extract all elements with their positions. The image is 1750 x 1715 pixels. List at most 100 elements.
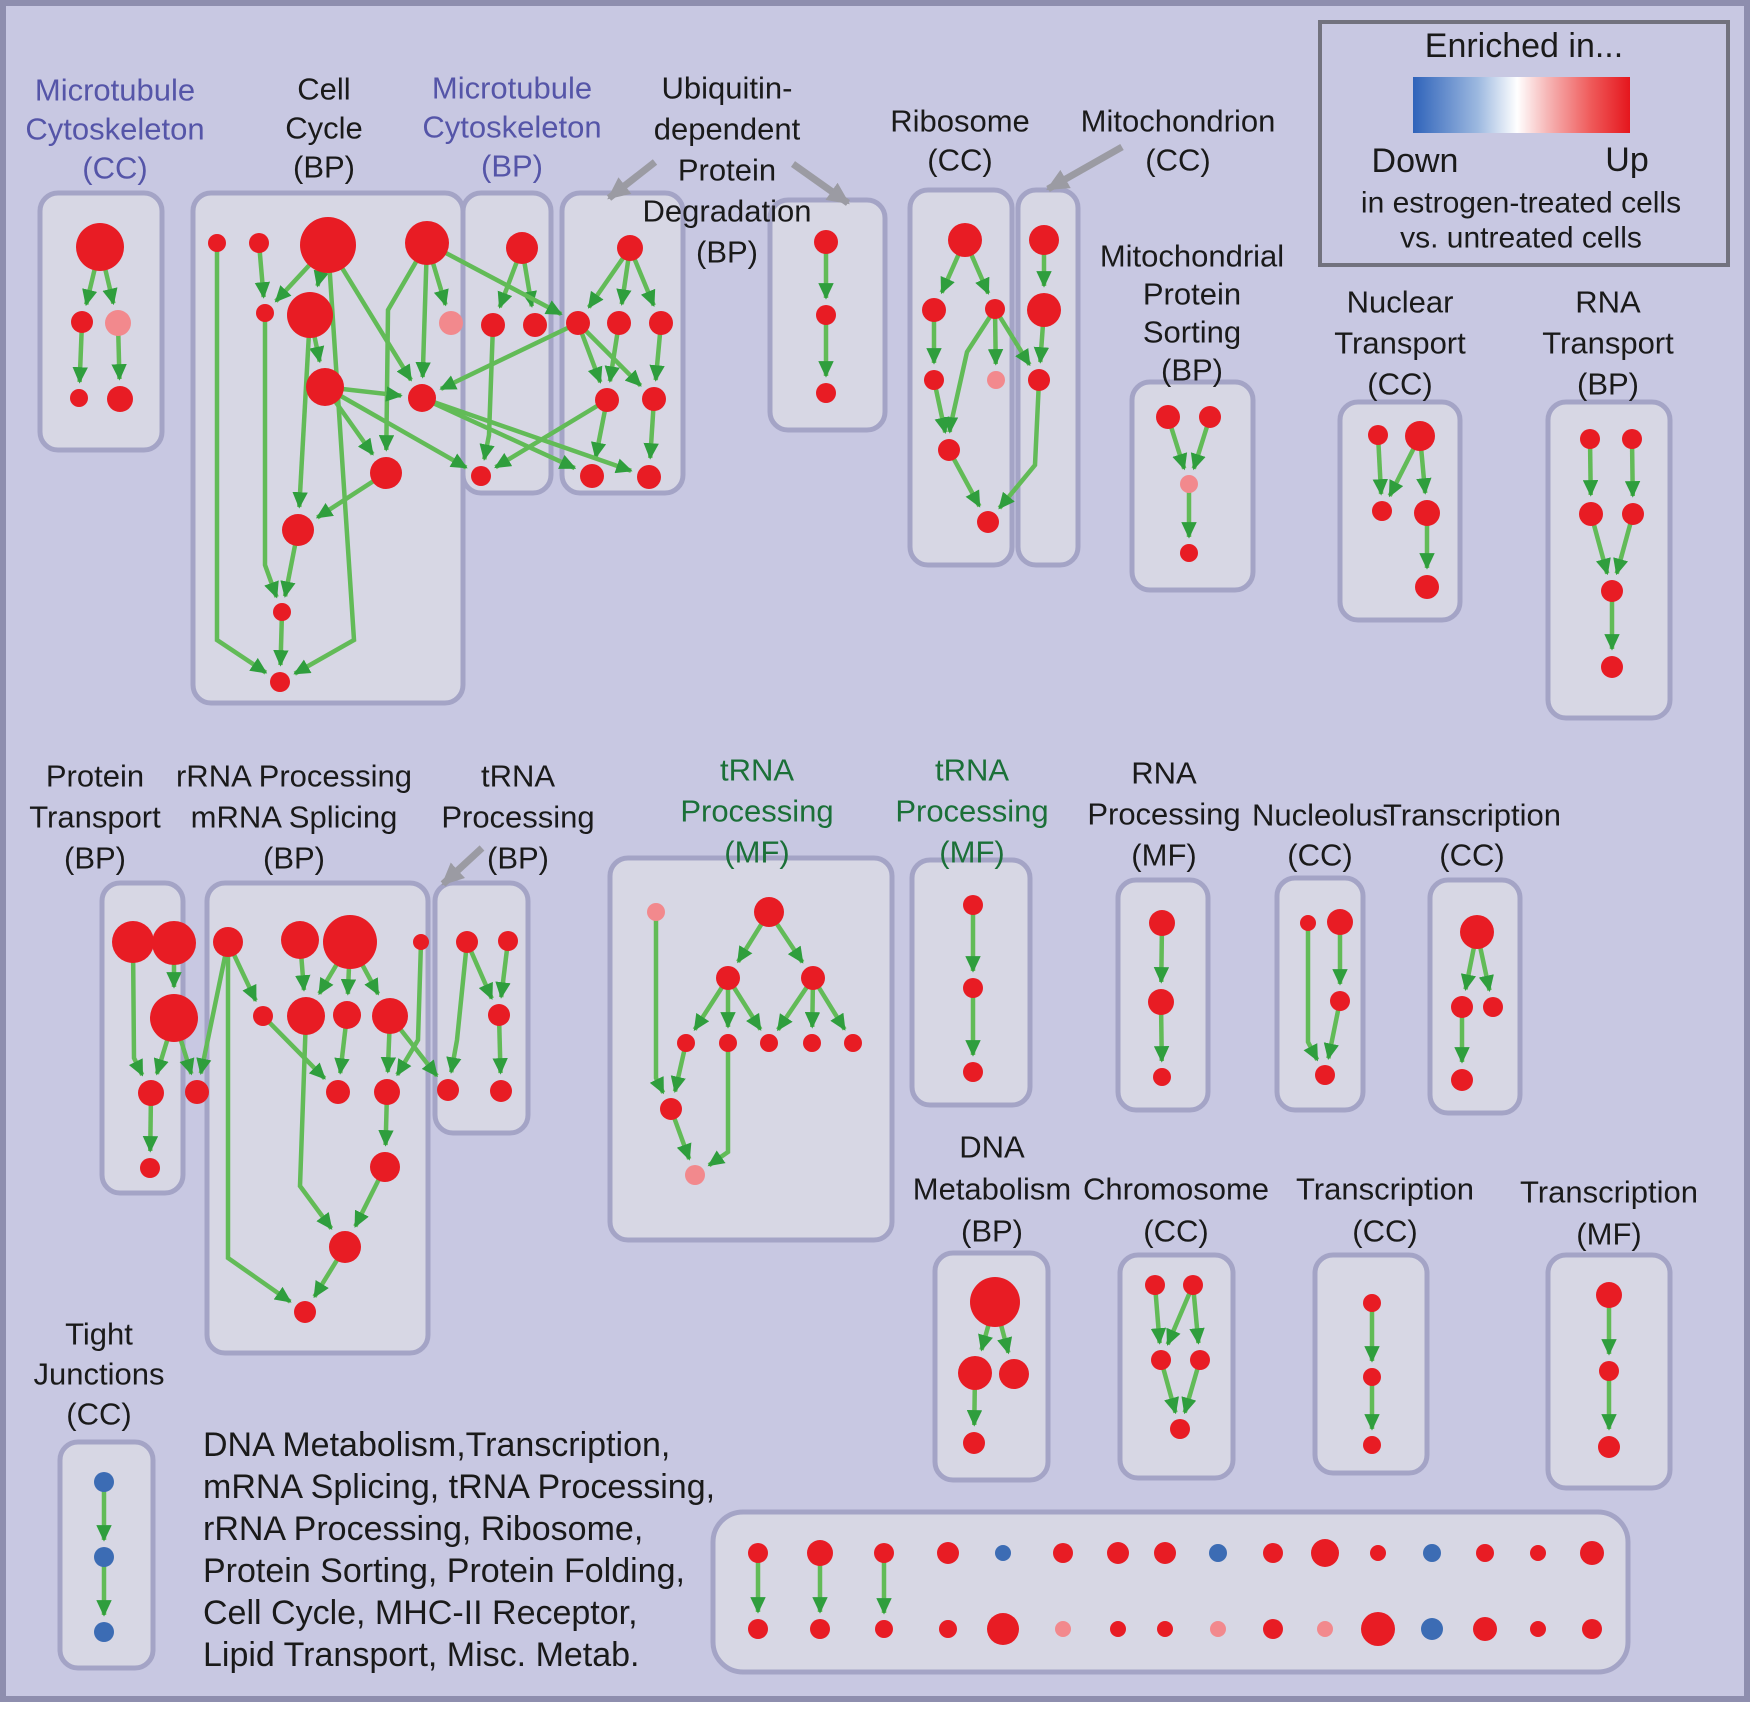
annotation-line-1: DNA Metabolism,Transcription, [203, 1426, 670, 1464]
go-node-cc-n5 [256, 304, 274, 322]
go-node-ub2-a [814, 230, 838, 254]
go-node-ribo-pk [987, 371, 1005, 389]
go-node-strip-9-top [1209, 1544, 1227, 1562]
go-node-tcc1-l [1451, 996, 1473, 1018]
go-node-cc-n9 [408, 384, 436, 412]
go-node-ub-r2m [607, 311, 631, 335]
edge-nuc-s-b [1303, 923, 1320, 1062]
go-node-cc-n2 [249, 233, 269, 253]
legend-title: Enriched in... [1425, 27, 1623, 65]
go-node-ribo-ml [922, 298, 946, 322]
edge-cc-n6-n11 [292, 314, 313, 509]
group-label-chrom-line-1: Chromosome [1083, 1172, 1269, 1207]
group-label-nuc-line-1: Nucleolus [1252, 798, 1388, 833]
group-label-tcc2-line-1: Transcription [1296, 1172, 1474, 1207]
go-node-chrom-b [1170, 1419, 1190, 1439]
group-label-mps-line-1: Mitochondrial [1100, 239, 1284, 274]
go-node-mito-c3 [1028, 369, 1050, 391]
go-node-strip-1-bottom [748, 1619, 768, 1639]
bottom-margin [0, 1702, 1750, 1715]
go-node-tj-a [94, 1472, 114, 1492]
go-node-rt-mr [1622, 503, 1644, 525]
go-node-rr-r2c [333, 1001, 361, 1029]
group-label-mito-line-2: (CC) [1145, 143, 1210, 178]
go-node-strip-15-top [1530, 1545, 1546, 1561]
go-node-mtbp-bot [471, 466, 491, 486]
go-node-trbp-mid [488, 1004, 510, 1026]
group-label-pt-line-2: Transport [29, 800, 161, 835]
go-node-trmf1-big [754, 897, 784, 927]
group-label-tj-line-3: (CC) [66, 1397, 131, 1432]
go-node-strip-5-bottom [987, 1613, 1019, 1645]
go-node-ub-r2l [566, 311, 590, 335]
go-node-rr-t1 [213, 927, 243, 957]
go-node-rpmf-a [1149, 910, 1175, 936]
group-label-tj-line-1: Tight [65, 1317, 133, 1352]
go-node-chrom-mr [1190, 1350, 1210, 1370]
annotation-line-3: rRNA Processing, Ribosome, [203, 1510, 643, 1548]
go-node-nuc-s [1300, 915, 1316, 931]
group-label-dnam-line-1: DNA [959, 1130, 1025, 1165]
group-label-trmf2-line-1: tRNA [935, 753, 1009, 788]
go-node-mps-b [1180, 544, 1198, 562]
group-label-mtcc-line-2: Cytoskeleton [25, 112, 204, 147]
group-label-cc-line-3: (BP) [293, 150, 355, 185]
go-node-trmf2-c [963, 1062, 983, 1082]
group-label-tcc1-line-2: (CC) [1439, 838, 1504, 873]
go-node-cc-n1 [208, 234, 226, 252]
go-node-ub2-b [816, 305, 836, 325]
group-label-mtcc-line-1: Microtubule [35, 73, 195, 108]
go-node-strip-16-top [1580, 1541, 1604, 1565]
go-node-nt-mr [1414, 500, 1440, 526]
group-label-chrom-line-2: (CC) [1143, 1214, 1208, 1249]
go-node-trbp-tr [498, 931, 518, 951]
group-label-dnam-line-2: Metabolism [913, 1172, 1072, 1207]
go-node-cc-n6 [287, 292, 333, 338]
go-node-rt-tl [1580, 429, 1600, 449]
go-node-pt-b2 [152, 921, 196, 965]
go-node-ub-br [637, 465, 661, 489]
go-node-trmf1-d [803, 1034, 821, 1052]
go-node-tcc1-big [1460, 915, 1494, 949]
legend-up-label: Up [1605, 141, 1648, 179]
group-label-nt-line-1: Nuclear [1347, 285, 1454, 320]
go-node-strip-14-top [1476, 1544, 1494, 1562]
go-node-strip-7-top [1107, 1542, 1129, 1564]
go-node-strip-15-bottom [1530, 1621, 1546, 1637]
edge-cc-n4-n10 [378, 241, 429, 452]
go-node-ub-t [617, 235, 643, 261]
go-node-rpmf-b [1148, 989, 1174, 1015]
edge-rr-r2b-low [297, 1015, 334, 1230]
go-node-tj-c [94, 1622, 114, 1642]
group-label-ribo-line-1: Ribosome [890, 104, 1030, 139]
go-node-trbp-bl [437, 1079, 459, 1101]
group-label-cc-line-1: Cell [297, 72, 350, 107]
group-label-mito-line-1: Mitochondrion [1081, 104, 1276, 139]
group-label-ub-line-3: Protein [678, 153, 776, 188]
go-node-rr-mid [370, 1152, 400, 1182]
go-node-cc-n12 [273, 603, 291, 621]
group-box-dnam [932, 1250, 1051, 1483]
group-label-ub-line-4: Degradation [643, 194, 812, 229]
cross-edge-ribo.mr-mito.c3 [993, 307, 1032, 367]
go-node-mtcc-d [70, 389, 88, 407]
go-node-strip-12-bottom [1361, 1612, 1395, 1646]
go-node-mps-pk [1180, 475, 1198, 493]
group-label-tcc2-line-2: (CC) [1352, 1214, 1417, 1249]
go-node-rt-b [1601, 656, 1623, 678]
group-label-dnam-line-3: (BP) [961, 1214, 1023, 1249]
group-label-rt-line-3: (BP) [1577, 367, 1639, 402]
annotation-line-5: Cell Cycle, MHC-II Receptor, [203, 1594, 638, 1632]
group-label-rpmf-line-1: RNA [1131, 756, 1197, 791]
cross-edge-cc.n4-ub.r2l [425, 241, 563, 317]
group-label-pt-line-1: Protein [46, 759, 144, 794]
go-node-pt-b3 [150, 994, 198, 1042]
group-label-trbp-line-1: tRNA [481, 759, 555, 794]
group-label-nuc-line-2: (CC) [1287, 838, 1352, 873]
go-node-rt-ml [1579, 502, 1603, 526]
go-node-trmf1-ll [660, 1098, 682, 1120]
group-box-chrom [1117, 1252, 1236, 1481]
go-node-nuc-m [1330, 991, 1350, 1011]
go-node-strip-8-bottom [1157, 1621, 1173, 1637]
